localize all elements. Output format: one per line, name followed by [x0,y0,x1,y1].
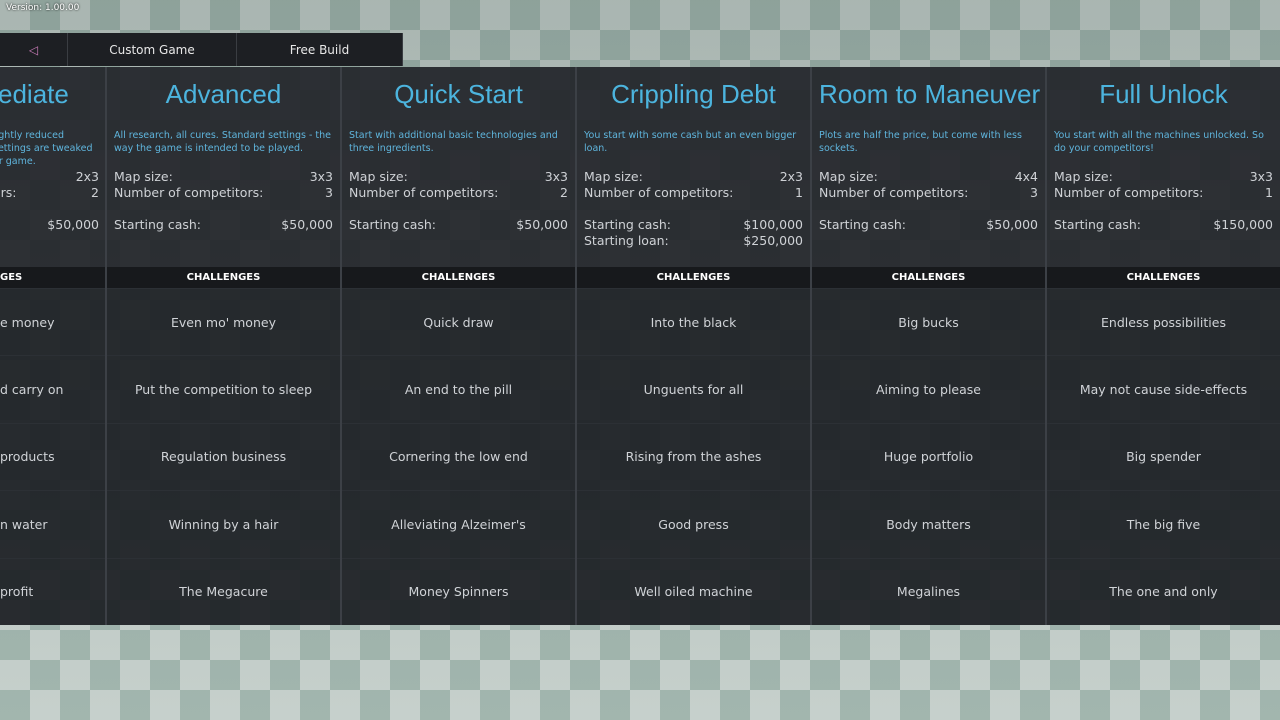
challenges-header: CHALLENGES [342,267,575,288]
top-nav: ◁ Custom Game Free Build [0,33,403,66]
starting-cash-label: Starting cash: [584,217,672,232]
starting-cash-value: $50,000 [986,217,1038,232]
game-mode-panel: ediate lightly reduced settings are twea… [0,67,1280,625]
competitors-label: ors: [0,185,17,200]
map-size-value: 2x3 [779,169,803,184]
challenge-item[interactable]: Alleviating Alzeimer's [342,490,575,558]
mode-description: er game. [0,156,36,167]
mode-description: Start with additional basic technologies… [349,130,558,154]
challenges-header: CHALLENGES [577,267,810,288]
mode-column-quick-start[interactable]: Quick Start Start with additional basic … [340,67,575,625]
competitors-value: 3 [1030,185,1038,200]
challenge-item[interactable]: Good press [577,490,810,558]
mode-title: Quick Start [394,79,523,109]
starting-cash-value: $100,000 [743,217,803,232]
challenge-item[interactable]: The Megacure [107,557,340,625]
challenge-item[interactable]: Put the competition to sleep [107,355,340,423]
starting-loan-value: $250,000 [743,233,803,248]
challenges-header: CHALLENGES [1047,267,1280,288]
mode-column-advanced[interactable]: Advanced All research, all cures. Standa… [105,67,340,625]
challenge-item[interactable]: Body matters [812,490,1045,558]
starting-cash-value: $150,000 [1213,217,1273,232]
mode-description: lightly reduced [0,130,65,141]
starting-cash-label: Starting cash: [114,217,202,232]
challenge-item[interactable]: An end to the pill [342,355,575,423]
challenge-item[interactable]: e money [0,288,105,356]
map-size-value: 3x3 [309,169,333,184]
challenge-item[interactable]: Huge portfolio [812,422,1045,491]
map-size-label: Map size: [114,169,173,184]
starting-cash-label: Starting cash: [819,217,907,232]
challenge-item[interactable]: d carry on [0,355,105,423]
challenge-item[interactable]: Into the black [577,288,810,356]
map-size-label: Map size: [1054,169,1113,184]
back-button[interactable]: ◁ [0,33,68,66]
mode-column-crippling-debt[interactable]: Crippling Debt You start with some cash … [575,67,810,625]
challenge-item[interactable]: Megalines [812,557,1045,625]
challenge-item[interactable]: May not cause side-effects [1047,355,1280,423]
mode-column-full-unlock[interactable]: Full Unlock You start with all the machi… [1045,67,1280,625]
challenge-item[interactable]: Winning by a hair [107,490,340,558]
challenge-item[interactable]: Aiming to please [812,355,1045,423]
starting-cash-value: $50,000 [47,217,99,232]
challenge-item[interactable]: Big spender [1047,422,1280,491]
map-size-label: Map size: [584,169,643,184]
mode-title: Full Unlock [1099,79,1228,109]
competitors-value: 1 [1265,185,1273,200]
challenges-header: GES [0,267,105,288]
challenge-item[interactable]: Quick draw [342,288,575,356]
map-size-value: 3x3 [1249,169,1273,184]
challenge-item[interactable]: Rising from the ashes [577,422,810,491]
challenge-item[interactable]: Even mo' money [107,288,340,356]
free-build-button[interactable]: Free Build [237,33,403,66]
competitors-value: 2 [91,185,99,200]
challenge-item[interactable]: Big bucks [812,288,1045,356]
competitors-label: Number of competitors: [114,185,264,200]
starting-cash-value: $50,000 [516,217,568,232]
challenge-item[interactable]: profit [0,557,105,625]
starting-cash-value: $50,000 [281,217,333,232]
custom-game-button[interactable]: Custom Game [68,33,237,66]
challenge-item[interactable]: Unguents for all [577,355,810,423]
starting-loan-label: Starting loan: [584,233,669,248]
starting-cash-label: Starting cash: [1054,217,1142,232]
mode-description: You start with all the machines unlocked… [1054,130,1264,154]
challenge-item[interactable]: products [0,422,105,491]
starting-cash-label: Starting cash: [349,217,437,232]
mode-title: Advanced [165,79,282,109]
challenge-item[interactable]: Money Spinners [342,557,575,625]
mode-column-intermediate[interactable]: ediate lightly reduced settings are twea… [0,67,105,625]
competitors-label: Number of competitors: [584,185,734,200]
map-size-value: 4x4 [1014,169,1038,184]
mode-title: Room to Maneuver [819,79,1041,109]
mode-title: ediate [0,79,69,109]
mode-description: All research, all cures. Standard settin… [114,130,332,154]
competitors-value: 2 [560,185,568,200]
challenge-item[interactable]: The big five [1047,490,1280,558]
triangle-left-icon: ◁ [28,42,39,57]
competitors-label: Number of competitors: [1054,185,1204,200]
mode-column-room-to-maneuver[interactable]: Room to Maneuver Plots are half the pric… [810,67,1045,625]
competitors-value: 1 [795,185,803,200]
competitors-label: Number of competitors: [349,185,499,200]
map-size-label: Map size: [819,169,878,184]
challenges-header: CHALLENGES [812,267,1045,288]
competitors-value: 3 [325,185,333,200]
map-size-value: 3x3 [544,169,568,184]
mode-title: Crippling Debt [611,79,776,109]
mode-description: Plots are half the price, but come with … [819,130,1022,154]
challenge-item[interactable]: Well oiled machine [577,557,810,625]
challenge-item[interactable]: Regulation business [107,422,340,491]
map-size-label: Map size: [349,169,408,184]
challenge-item[interactable]: The one and only [1047,557,1280,625]
mode-description: settings are tweaked [0,143,93,154]
challenges-header: CHALLENGES [107,267,340,288]
map-size-value: 2x3 [75,169,99,184]
mode-description: You start with some cash but an even big… [584,130,797,154]
version-label: Version: 1.00.00 [6,3,80,13]
competitors-label: Number of competitors: [819,185,969,200]
challenge-item[interactable]: Endless possibilities [1047,288,1280,356]
challenge-item[interactable]: Cornering the low end [342,422,575,491]
challenge-item[interactable]: n water [0,490,105,558]
